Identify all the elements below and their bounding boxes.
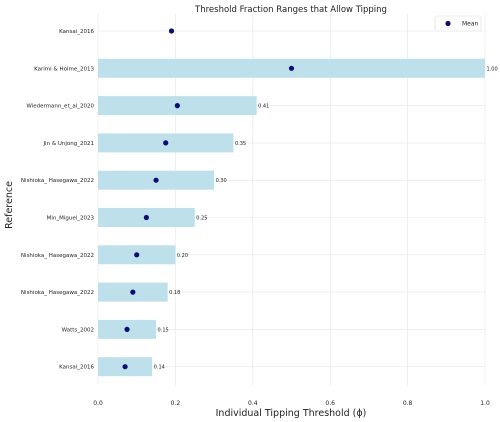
mean-point: [122, 364, 128, 370]
bar-value-label: 1.00: [487, 66, 498, 72]
y-tick-label: Karimi & Holme_2013: [34, 66, 94, 72]
mean-point: [143, 214, 149, 221]
bar-value-label: 0.30: [216, 178, 227, 184]
mean-point: [163, 140, 169, 146]
mean-point: [174, 103, 180, 109]
mean-point: [288, 65, 295, 71]
x-axis-label: Individual Tipping Threshold (ϕ): [216, 408, 367, 419]
legend-label: Mean: [462, 21, 479, 28]
bar-value-label: 0.14: [154, 365, 165, 371]
mean-point: [168, 28, 175, 34]
x-tick-label: 0.6: [325, 400, 335, 407]
mean-point: [153, 177, 159, 183]
y-tick-label: Min_Miguel_2023: [47, 216, 95, 222]
y-tick-label: Kansai_2016: [59, 29, 94, 35]
y-tick-label: Wiedermann_et_al_2020: [26, 104, 94, 110]
bar-value-label: 0.20: [177, 253, 188, 259]
y-tick-label: Nishioka_ Hasegawa_2022: [21, 290, 94, 296]
bar-value-label: 0.35: [235, 141, 246, 147]
x-tick-label: 0.0: [93, 400, 103, 407]
y-tick-label: Nishioka_ Hasegawa_2022: [21, 178, 94, 184]
x-tick-label: 1.0: [480, 400, 490, 407]
mean-point: [130, 289, 136, 295]
x-tick-label: 0.4: [248, 400, 258, 407]
x-tick-label: 0.8: [403, 400, 413, 407]
y-tick-label: Jin & Unjong_2021: [42, 141, 94, 147]
mean-point: [134, 252, 140, 258]
y-tick-label: Nishioka_ Hasegawa_2022: [21, 253, 94, 259]
bar-value-label: 0.41: [258, 104, 269, 110]
mean-point: [124, 326, 130, 332]
legend-marker: [445, 20, 451, 27]
bar-value-label: 0.15: [158, 327, 169, 333]
chart-title: Threshold Fraction Ranges that Allow Tip…: [194, 5, 387, 15]
legend-box: [434, 15, 482, 32]
y-tick-label: Kansai_2016: [59, 365, 94, 371]
bar-value-label: 0.25: [196, 216, 207, 222]
x-tick-label: 0.2: [171, 400, 181, 407]
y-tick-label: Watts_2002: [62, 327, 94, 333]
plot-area: 0.0 0.2 0.4 0.6 0.8 1.0 Kansai_2016 Karimi & Ho…: [21, 13, 498, 407]
y-axis-label: Reference: [4, 181, 15, 229]
bar-value-label: 0.18: [169, 290, 180, 296]
